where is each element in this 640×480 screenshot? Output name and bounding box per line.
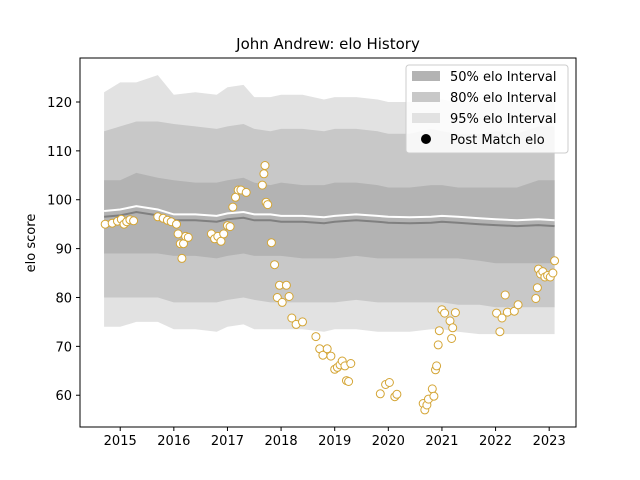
post-match-point [346, 359, 356, 368]
legend-label: 80% elo Interval [450, 91, 557, 106]
post-match-point [450, 308, 460, 318]
post-match-point [448, 323, 458, 333]
x-tick-label: 2023 [533, 434, 566, 449]
post-match-point [216, 236, 226, 246]
legend-label: Post Match elo [450, 133, 545, 148]
post-match-point [513, 300, 523, 310]
post-match-point [281, 280, 291, 290]
post-match-point [263, 200, 273, 210]
y-tick-label: 90 [55, 243, 72, 258]
post-match-point [429, 391, 439, 401]
post-match-point [440, 308, 450, 318]
post-match-point [326, 351, 336, 361]
y-tick-label: 70 [55, 340, 72, 355]
y-axis-label: elo score [24, 214, 39, 273]
x-tick-label: 2021 [425, 434, 458, 449]
post-match-point [241, 187, 251, 197]
plot-frame [79, 57, 577, 428]
post-match-point [129, 216, 139, 226]
x-tick-label: 2017 [211, 434, 244, 449]
post-match-point [434, 326, 444, 336]
post-match-point [344, 377, 354, 386]
y-tick-label: 60 [55, 389, 72, 404]
post-match-point [432, 361, 442, 371]
post-match-point [427, 384, 437, 394]
mean-line [104, 210, 555, 228]
legend-swatch [412, 71, 440, 81]
legend-label: 95% elo Interval [450, 112, 557, 127]
post-match-point [287, 313, 297, 323]
legend: 50% elo Interval 80% elo Interval 95% elo … [405, 64, 569, 154]
post-match-point [177, 253, 187, 263]
post-match-point [284, 292, 294, 301]
post-match-point [497, 313, 507, 323]
post-match-point [257, 180, 267, 190]
post-match-point [270, 260, 280, 270]
post-match-point [172, 219, 181, 229]
y-tick-label: 80 [55, 291, 72, 306]
post-match-point [532, 283, 542, 293]
post-match-point [447, 334, 457, 343]
x-axis-ticks: 2015 2016 2017 2018 2019 2020 2021 2022 2023 [104, 427, 566, 449]
overlay-line [104, 205, 555, 222]
post-match-point [500, 290, 510, 300]
post-match-point [219, 229, 229, 239]
post-match-point [531, 294, 541, 303]
x-tick-label: 2019 [318, 434, 351, 449]
post-match-point [259, 169, 269, 179]
chart-title: John Andrew: elo History [235, 35, 420, 53]
post-match-point [392, 389, 402, 399]
y-tick-label: 110 [47, 145, 72, 160]
post-match-point [375, 389, 385, 399]
y-tick-label: 100 [47, 194, 72, 209]
post-match-point [550, 256, 560, 266]
y-axis-ticks: 60 70 80 90 100 110 120 [47, 96, 80, 404]
post-match-point [311, 332, 321, 342]
mean-elo-lines [104, 205, 555, 228]
post-match-point [384, 378, 394, 387]
legend-box [405, 64, 569, 154]
post-match-point [225, 222, 235, 232]
post-match-point [231, 192, 240, 202]
legend-marker [421, 134, 431, 144]
post-match-point [228, 202, 238, 212]
x-tick-label: 2015 [104, 434, 137, 449]
y-tick-label: 120 [47, 96, 72, 111]
post-match-point [433, 340, 443, 350]
legend-label: 50% elo Interval [450, 70, 557, 85]
x-tick-label: 2018 [265, 434, 298, 449]
legend-swatch [412, 92, 440, 102]
x-tick-label: 2016 [157, 434, 190, 449]
post-match-point [266, 238, 276, 248]
post-match-point [322, 344, 332, 354]
post-match-point [173, 229, 183, 239]
post-match-point [495, 327, 505, 337]
post-match-point [298, 317, 307, 327]
legend-swatch [412, 113, 440, 123]
post-match-point [183, 232, 193, 242]
post-match-points [100, 161, 560, 415]
x-tick-label: 2020 [372, 434, 405, 449]
post-match-point [277, 297, 287, 307]
post-match-point [548, 268, 558, 278]
post-match-point [260, 161, 270, 170]
x-tick-label: 2022 [479, 434, 512, 449]
